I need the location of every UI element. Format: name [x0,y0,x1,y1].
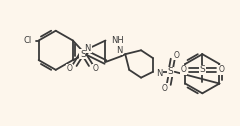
Text: O: O [174,51,180,60]
Text: S: S [80,50,86,59]
Text: N: N [116,46,122,55]
Text: N: N [156,69,162,78]
Text: O: O [181,65,186,74]
Text: S: S [199,65,205,74]
Text: N: N [84,44,91,53]
Text: NH: NH [111,36,124,45]
Text: Cl: Cl [24,36,32,45]
Text: S: S [168,67,174,76]
Text: O: O [93,64,99,73]
Text: O: O [218,65,224,74]
Text: O: O [67,64,73,73]
Text: O: O [162,84,168,93]
